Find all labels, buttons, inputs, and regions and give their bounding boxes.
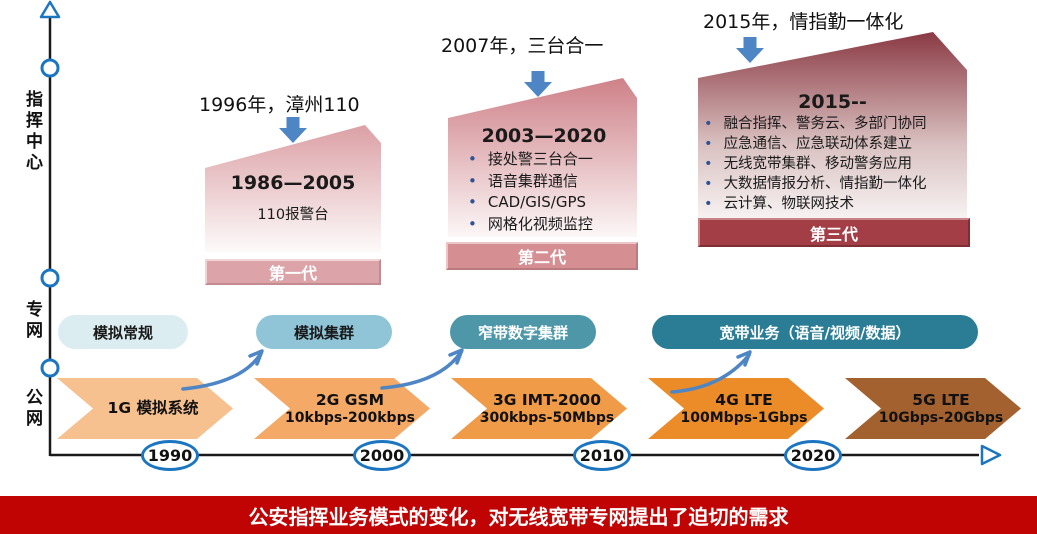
axis-node-circle-bottom bbox=[40, 358, 60, 378]
chevron-speed: 10Gbps-20Gbps bbox=[878, 409, 1004, 426]
public-network-chevron-3g: 3G IMT-2000 300kbps-50Mbps bbox=[451, 378, 627, 439]
bullet-item: 融合指挥、警务云、多部门协同 bbox=[702, 114, 972, 134]
timeline-year-2000: 2000 bbox=[353, 440, 411, 471]
chevron-title: 5G LTE bbox=[912, 390, 970, 409]
bullet-item: 语音集群通信 bbox=[466, 171, 638, 193]
gen2-bullet-list: 接处警三台合一 语音集群通信 CAD/GIS/GPS 网格化视频监控 bbox=[466, 149, 638, 235]
chevron-title: 1G 模拟系统 bbox=[107, 399, 199, 417]
gen1-banner: 第一代 bbox=[205, 259, 381, 285]
gen3-bullet-list: 融合指挥、警务云、多部门协同 应急通信、应急联动体系建立 无线宽带集群、移动警务… bbox=[702, 114, 972, 214]
timeline-year-2010: 2010 bbox=[573, 440, 631, 471]
chevron-title: 2G GSM bbox=[315, 390, 385, 409]
gen1-period: 1986—2005 bbox=[230, 172, 356, 194]
gen1-subtitle: 110报警台 bbox=[257, 207, 329, 223]
gen1-callout: 1996年，漳州110 bbox=[199, 94, 360, 116]
bullet-item: 网格化视频监控 bbox=[466, 214, 638, 236]
curve-arrowhead-icon bbox=[248, 349, 264, 366]
private-network-item-broadband-services: 宽带业务（语音/视频/数据） bbox=[652, 315, 978, 349]
axis-up-arrowhead-icon bbox=[39, 0, 61, 19]
chevron-speed: 100Mbps-1Gbps bbox=[680, 409, 808, 426]
timeline-year-2020: 2020 bbox=[784, 440, 842, 471]
bullet-item: CAD/GIS/GPS bbox=[466, 192, 638, 214]
gen2-banner: 第二代 bbox=[446, 242, 638, 270]
chevron-title: 3G IMT-2000 bbox=[493, 390, 601, 409]
public-network-chevron-4g: 4G LTE 100Mbps-1Gbps bbox=[648, 378, 824, 439]
axis-node-circle-middle bbox=[40, 268, 60, 288]
axis-right-arrowhead-icon bbox=[980, 444, 1002, 466]
gen1-down-arrow-icon bbox=[279, 117, 307, 143]
bullet-item: 无线宽带集群、移动警务应用 bbox=[702, 154, 972, 174]
footer-banner: 公安指挥业务模式的变化，对无线宽带专网提出了迫切的需求 bbox=[0, 496, 1037, 534]
bullet-item: 大数据情报分析、情指勤一体化 bbox=[702, 174, 972, 194]
axis-label-command-center: 指挥中心 bbox=[22, 90, 42, 174]
gen3-down-arrow-icon bbox=[736, 37, 764, 63]
axis-label-private-network: 专网 bbox=[22, 300, 42, 342]
curve-arrowhead-icon bbox=[736, 350, 752, 367]
private-network-item-analog-conventional: 模拟常规 bbox=[58, 315, 188, 349]
bullet-item: 接处警三台合一 bbox=[466, 149, 638, 171]
chevron-title: 4G LTE bbox=[715, 390, 773, 409]
gen3-period: 2015-- bbox=[798, 91, 867, 113]
timeline-year-1990: 1990 bbox=[141, 440, 199, 471]
gen3-callout: 2015年，情指勤一体化 bbox=[703, 11, 904, 33]
private-network-item-analog-trunking: 模拟集群 bbox=[256, 315, 392, 349]
gen3-banner: 第三代 bbox=[698, 218, 970, 247]
bullet-item: 应急通信、应急联动体系建立 bbox=[702, 134, 972, 154]
private-network-item-narrowband-digital-trunking: 窄带数字集群 bbox=[450, 315, 596, 349]
axis-label-public-network: 公网 bbox=[22, 388, 42, 430]
chevron-speed: 300kbps-50Mbps bbox=[479, 409, 615, 426]
axis-node-circle-top bbox=[40, 58, 60, 78]
gen2-period: 2003—2020 bbox=[481, 125, 607, 147]
chevron-speed: 10kbps-200kbps bbox=[285, 409, 415, 426]
gen2-callout: 2007年，三台合一 bbox=[441, 35, 604, 57]
gen2-down-arrow-icon bbox=[524, 71, 552, 97]
public-network-chevron-1g: 1G 模拟系统 bbox=[57, 378, 233, 439]
public-network-chevron-2g: 2G GSM 10kbps-200kbps bbox=[254, 378, 430, 439]
curve-arrowhead-icon bbox=[448, 348, 464, 365]
public-network-chevron-5g: 5G LTE 10Gbps-20Gbps bbox=[845, 378, 1021, 439]
gen1-content: 1986—2005 110报警台 bbox=[208, 172, 378, 224]
bullet-item: 云计算、物联网技术 bbox=[702, 194, 972, 214]
